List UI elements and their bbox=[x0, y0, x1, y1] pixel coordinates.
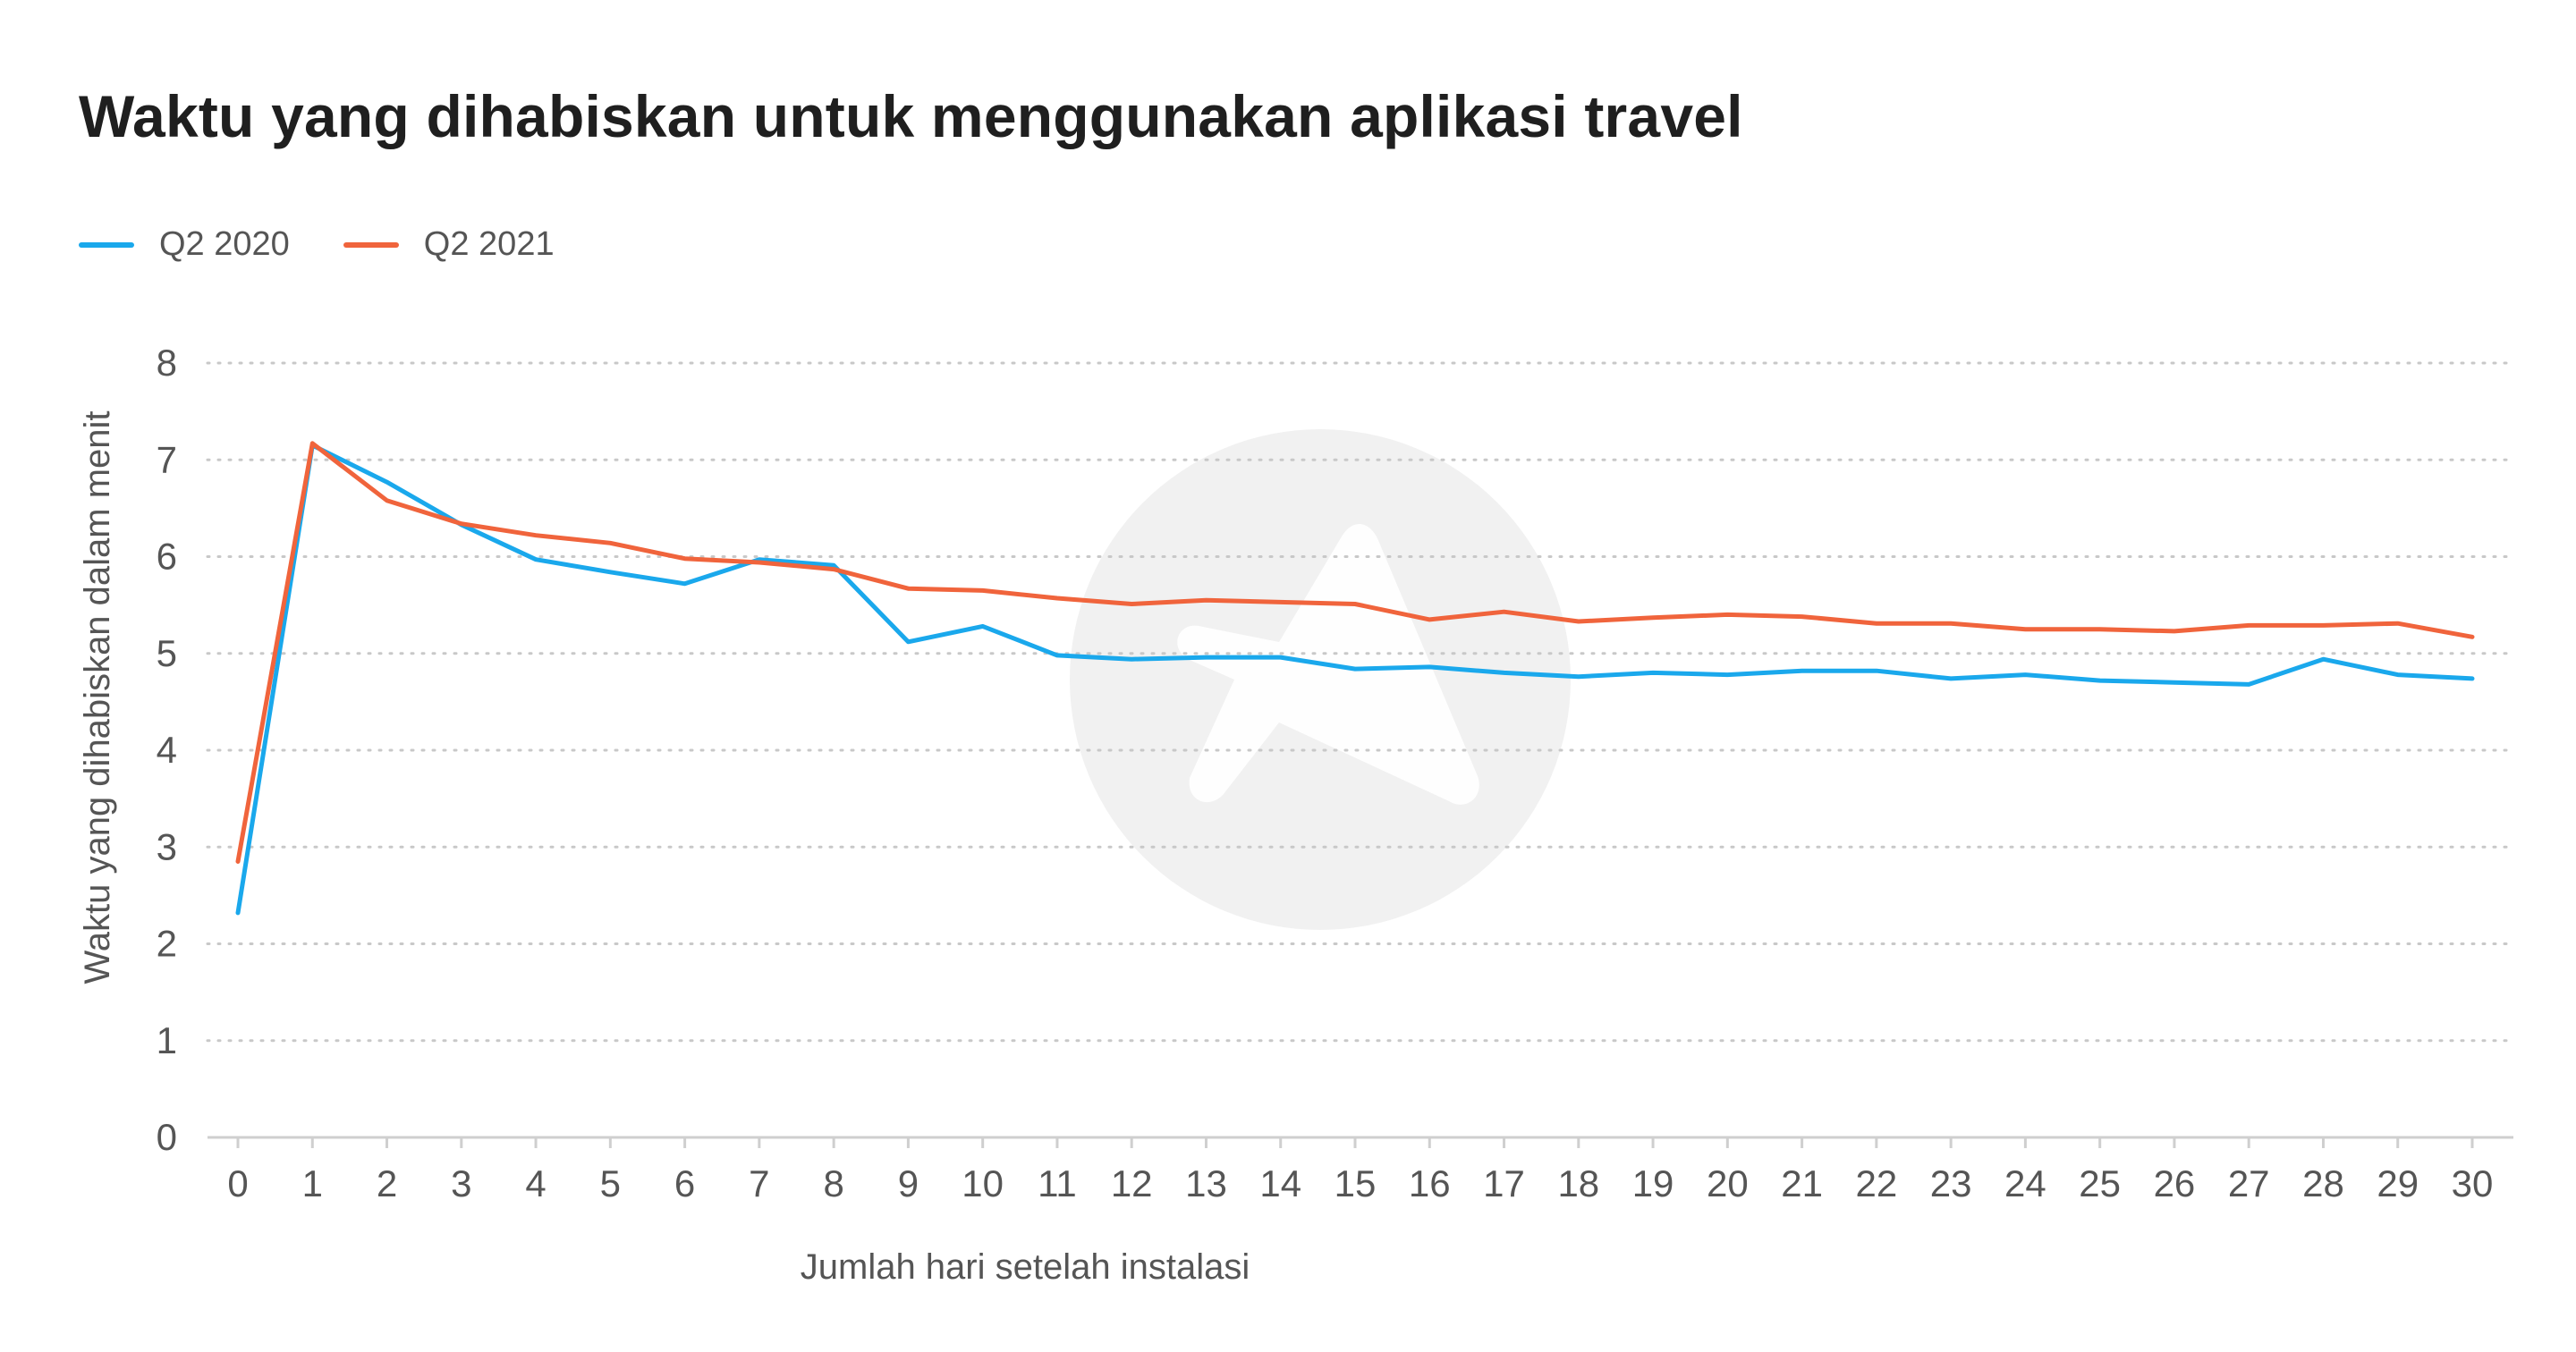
x-tick-label: 28 bbox=[2302, 1162, 2344, 1204]
x-tick-label: 3 bbox=[451, 1162, 471, 1204]
x-axis bbox=[208, 1136, 2513, 1148]
y-tick-label: 4 bbox=[157, 729, 177, 771]
y-tick-label: 1 bbox=[157, 1019, 177, 1061]
series-line-q2-2020[interactable] bbox=[235, 443, 2475, 916]
series-lines bbox=[235, 441, 2475, 916]
x-tick-label: 0 bbox=[227, 1162, 248, 1204]
x-tick-label: 16 bbox=[1409, 1162, 1451, 1204]
legend: Q2 2020 Q2 2021 bbox=[79, 225, 608, 264]
x-tick-label: 9 bbox=[898, 1162, 919, 1204]
x-tick-label: 10 bbox=[962, 1162, 1004, 1204]
y-tick-label: 8 bbox=[157, 342, 177, 384]
watermark-logo bbox=[1070, 429, 1571, 930]
x-axis-label: Jumlah hari setelah instalasi bbox=[801, 1247, 1250, 1287]
y-tick-label: 2 bbox=[157, 923, 177, 965]
y-tick-label: 6 bbox=[157, 536, 177, 578]
x-tick-label: 17 bbox=[1483, 1162, 1525, 1204]
y-axis-ticks: 0 1 2 3 4 5 6 7 8 bbox=[157, 342, 177, 1158]
y-tick-label: 5 bbox=[157, 632, 177, 674]
x-tick-label: 30 bbox=[2452, 1162, 2494, 1204]
x-tick-label: 8 bbox=[823, 1162, 843, 1204]
x-axis-ticks: 0 1 2 3 4 5 6 7 8 9 10 11 12 13 14 15 16 17 18 19 20 21 22 23 24… bbox=[227, 1162, 2493, 1204]
legend-label-q2-2020: Q2 2020 bbox=[159, 225, 290, 263]
x-tick-label: 15 bbox=[1335, 1162, 1377, 1204]
grid-lines bbox=[206, 361, 2515, 1043]
series-line-q2-2021[interactable] bbox=[235, 441, 2475, 864]
x-tick-label: 19 bbox=[1632, 1162, 1674, 1204]
y-tick-label: 7 bbox=[157, 438, 177, 480]
x-tick-label: 23 bbox=[1930, 1162, 1972, 1204]
x-tick-label: 20 bbox=[1707, 1162, 1749, 1204]
x-tick-label: 26 bbox=[2154, 1162, 2196, 1204]
y-axis-label: Waktu yang dihabiskan dalam menit bbox=[78, 410, 117, 984]
legend-swatch-q2-2020 bbox=[79, 241, 134, 248]
x-tick-label: 18 bbox=[1557, 1162, 1599, 1204]
x-tick-label: 11 bbox=[1038, 1162, 1077, 1204]
x-tick-label: 7 bbox=[749, 1162, 769, 1204]
x-tick-label: 14 bbox=[1259, 1162, 1301, 1204]
x-tick-label: 1 bbox=[302, 1162, 323, 1204]
x-tick-label: 2 bbox=[377, 1162, 397, 1204]
y-tick-label: 3 bbox=[157, 825, 177, 867]
legend-item-q2-2020[interactable]: Q2 2020 bbox=[79, 225, 290, 264]
legend-swatch-q2-2021 bbox=[343, 241, 399, 248]
x-tick-label: 6 bbox=[674, 1162, 695, 1204]
x-tick-label: 25 bbox=[2079, 1162, 2121, 1204]
x-tick-label: 5 bbox=[600, 1162, 621, 1204]
x-tick-label: 21 bbox=[1781, 1162, 1823, 1204]
x-tick-label: 27 bbox=[2228, 1162, 2270, 1204]
legend-label-q2-2021: Q2 2021 bbox=[423, 225, 555, 263]
x-tick-label: 22 bbox=[1856, 1162, 1898, 1204]
y-tick-label: 0 bbox=[157, 1116, 177, 1158]
x-tick-label: 4 bbox=[525, 1162, 546, 1204]
x-tick-label: 12 bbox=[1111, 1162, 1153, 1204]
x-tick-label: 29 bbox=[2377, 1162, 2419, 1204]
x-tick-label: 24 bbox=[2004, 1162, 2046, 1204]
x-tick-label: 13 bbox=[1185, 1162, 1227, 1204]
chart-title: Waktu yang dihabiskan untuk menggunakan … bbox=[79, 83, 1743, 149]
legend-item-q2-2021[interactable]: Q2 2021 bbox=[343, 225, 555, 264]
